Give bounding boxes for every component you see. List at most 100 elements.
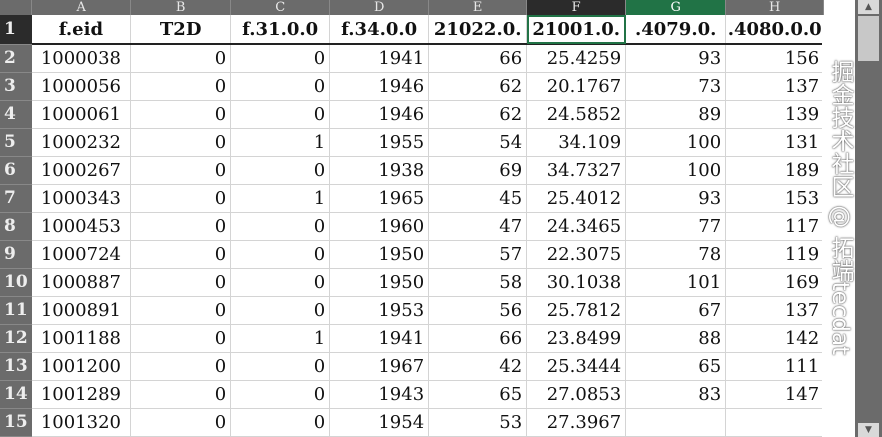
- cell-H4[interactable]: 139: [725, 100, 825, 129]
- cell-D12[interactable]: 1941: [329, 324, 430, 353]
- row-header-15[interactable]: 15: [0, 408, 32, 437]
- cell-A5[interactable]: 1000232: [31, 128, 132, 157]
- cell-A11[interactable]: 1000891: [31, 296, 132, 325]
- cell-A8[interactable]: 1000453: [31, 212, 132, 241]
- cell-D5[interactable]: 1955: [329, 128, 430, 157]
- cell-B12[interactable]: 0: [130, 324, 232, 353]
- row-header-11[interactable]: 11: [0, 296, 32, 325]
- cell-B15[interactable]: 0: [130, 408, 232, 437]
- cell-D7[interactable]: 1965: [329, 184, 430, 213]
- cell-G7[interactable]: 93: [625, 184, 727, 213]
- column-header-B[interactable]: B: [130, 0, 232, 15]
- row-header-6[interactable]: 6: [0, 156, 32, 185]
- cell-H13[interactable]: 111: [725, 352, 825, 381]
- cell-G8[interactable]: 77: [625, 212, 727, 241]
- cell-D1[interactable]: f.34.0.0: [329, 15, 430, 45]
- cell-C9[interactable]: 0: [230, 240, 331, 269]
- row-header-8[interactable]: 8: [0, 212, 32, 241]
- scroll-thumb[interactable]: [858, 16, 879, 61]
- cell-E14[interactable]: 65: [428, 380, 528, 409]
- cell-F4[interactable]: 24.5852: [526, 100, 627, 129]
- cell-E13[interactable]: 42: [428, 352, 528, 381]
- column-header-H[interactable]: H: [725, 0, 825, 15]
- cell-A3[interactable]: 1000056: [31, 72, 132, 101]
- cell-H12[interactable]: 142: [725, 324, 825, 353]
- cell-E6[interactable]: 69: [428, 156, 528, 185]
- cell-D6[interactable]: 1938: [329, 156, 430, 185]
- cell-E8[interactable]: 47: [428, 212, 528, 241]
- cell-H1[interactable]: .4080.0.0: [725, 15, 825, 45]
- cell-G10[interactable]: 101: [625, 268, 727, 297]
- cell-G6[interactable]: 100: [625, 156, 727, 185]
- cell-B4[interactable]: 0: [130, 100, 232, 129]
- row-header-3[interactable]: 3: [0, 72, 32, 101]
- cell-F9[interactable]: 22.3075: [526, 240, 627, 269]
- cell-B1[interactable]: T2D: [130, 15, 232, 45]
- cell-A12[interactable]: 1001188: [31, 324, 132, 353]
- row-header-12[interactable]: 12: [0, 324, 32, 353]
- cell-B14[interactable]: 0: [130, 380, 232, 409]
- cell-H9[interactable]: 119: [725, 240, 825, 269]
- cell-G1[interactable]: .4079.0.: [625, 15, 727, 45]
- cell-C11[interactable]: 0: [230, 296, 331, 325]
- cell-H15[interactable]: [725, 408, 825, 437]
- cell-G5[interactable]: 100: [625, 128, 727, 157]
- cell-C13[interactable]: 0: [230, 352, 331, 381]
- cell-C7[interactable]: 1: [230, 184, 331, 213]
- cell-D8[interactable]: 1960: [329, 212, 430, 241]
- cell-C8[interactable]: 0: [230, 212, 331, 241]
- cell-A10[interactable]: 1000887: [31, 268, 132, 297]
- cell-D3[interactable]: 1946: [329, 72, 430, 101]
- cell-H7[interactable]: 153: [725, 184, 825, 213]
- row-header-10[interactable]: 10: [0, 268, 32, 297]
- cell-G2[interactable]: 93: [625, 44, 727, 73]
- cell-E10[interactable]: 58: [428, 268, 528, 297]
- cell-F8[interactable]: 24.3465: [526, 212, 627, 241]
- scroll-down-arrow-icon[interactable]: ▼: [858, 423, 879, 437]
- cell-C15[interactable]: 0: [230, 408, 331, 437]
- cell-B2[interactable]: 0: [130, 44, 232, 73]
- cell-E12[interactable]: 66: [428, 324, 528, 353]
- cell-D9[interactable]: 1950: [329, 240, 430, 269]
- column-header-D[interactable]: D: [329, 0, 430, 15]
- cell-G15[interactable]: [625, 408, 727, 437]
- cell-C10[interactable]: 0: [230, 268, 331, 297]
- cell-A9[interactable]: 1000724: [31, 240, 132, 269]
- cell-G11[interactable]: 67: [625, 296, 727, 325]
- cell-H6[interactable]: 189: [725, 156, 825, 185]
- cell-C5[interactable]: 1: [230, 128, 331, 157]
- cell-B10[interactable]: 0: [130, 268, 232, 297]
- cell-D15[interactable]: 1954: [329, 408, 430, 437]
- select-all-corner[interactable]: [0, 0, 33, 15]
- cell-H10[interactable]: 169: [725, 268, 825, 297]
- cell-E1[interactable]: 21022.0.: [428, 15, 528, 45]
- cell-C12[interactable]: 1: [230, 324, 331, 353]
- cell-G14[interactable]: 83: [625, 380, 727, 409]
- cell-E15[interactable]: 53: [428, 408, 528, 437]
- cell-H11[interactable]: 137: [725, 296, 825, 325]
- cell-E11[interactable]: 56: [428, 296, 528, 325]
- column-header-E[interactable]: E: [428, 0, 528, 15]
- cell-F14[interactable]: 27.0853: [526, 380, 627, 409]
- cell-B13[interactable]: 0: [130, 352, 232, 381]
- row-header-5[interactable]: 5: [0, 128, 32, 157]
- cell-D2[interactable]: 1941: [329, 44, 430, 73]
- cell-A6[interactable]: 1000267: [31, 156, 132, 185]
- cell-F5[interactable]: 34.109: [526, 128, 627, 157]
- scroll-up-arrow-icon[interactable]: ▲: [858, 0, 879, 14]
- cell-D13[interactable]: 1967: [329, 352, 430, 381]
- cell-F1[interactable]: 21001.0.: [526, 15, 627, 45]
- column-header-C[interactable]: C: [230, 0, 331, 15]
- cell-E4[interactable]: 62: [428, 100, 528, 129]
- cell-A2[interactable]: 1000038: [31, 44, 132, 73]
- cell-C4[interactable]: 0: [230, 100, 331, 129]
- cell-A1[interactable]: f.eid: [31, 15, 132, 45]
- cell-B3[interactable]: 0: [130, 72, 232, 101]
- cell-D11[interactable]: 1953: [329, 296, 430, 325]
- cell-D14[interactable]: 1943: [329, 380, 430, 409]
- cell-C6[interactable]: 0: [230, 156, 331, 185]
- cell-F13[interactable]: 25.3444: [526, 352, 627, 381]
- row-header-1[interactable]: 1: [0, 15, 32, 45]
- cell-A4[interactable]: 1000061: [31, 100, 132, 129]
- cell-H3[interactable]: 137: [725, 72, 825, 101]
